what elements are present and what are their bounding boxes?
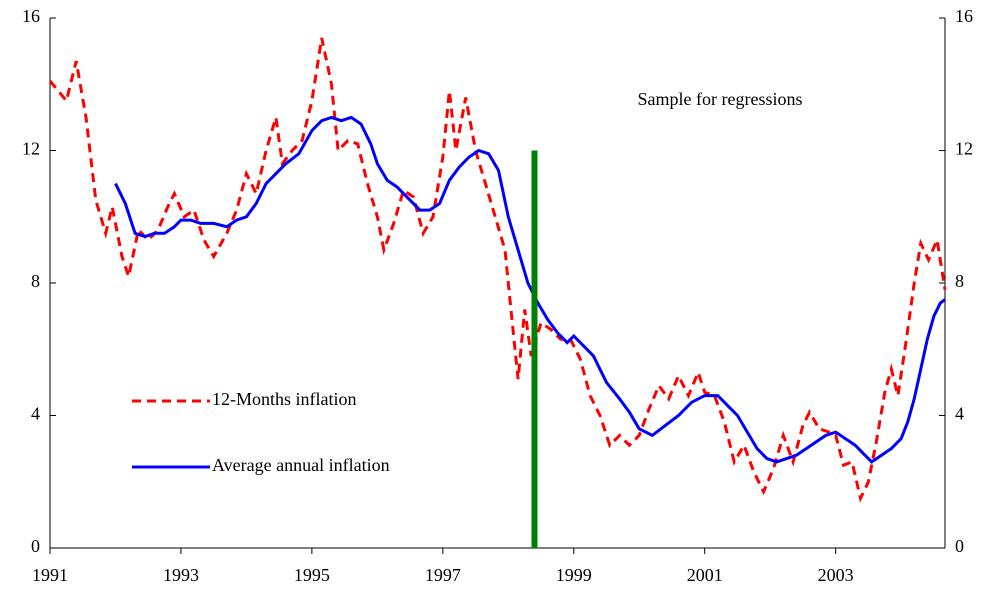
- x-tick-label: 1991: [32, 565, 68, 585]
- legend-label: Average annual inflation: [212, 455, 390, 475]
- x-tick-label: 2003: [818, 565, 854, 585]
- y2-tick-label: 8: [955, 271, 964, 291]
- y-tick-label: 16: [22, 6, 40, 26]
- x-tick-label: 2001: [687, 565, 723, 585]
- series-line: [114, 115, 946, 464]
- annotation: Sample for regressions: [638, 89, 803, 109]
- series-line: [48, 37, 947, 503]
- y2-tick-label: 0: [955, 536, 964, 556]
- x-tick-label: 1999: [556, 565, 592, 585]
- y-tick-label: 12: [22, 139, 40, 159]
- y2-tick-label: 12: [955, 139, 973, 159]
- y-tick-label: 0: [31, 536, 40, 556]
- y-tick-label: 4: [31, 404, 40, 424]
- legend-label: 12-Months inflation: [212, 389, 357, 409]
- y-tick-label: 8: [31, 271, 40, 291]
- x-tick-label: 1995: [294, 565, 330, 585]
- y2-tick-label: 4: [955, 404, 964, 424]
- x-tick-label: 1993: [163, 565, 199, 585]
- x-tick-label: 1997: [425, 565, 461, 585]
- y2-tick-label: 16: [955, 6, 973, 26]
